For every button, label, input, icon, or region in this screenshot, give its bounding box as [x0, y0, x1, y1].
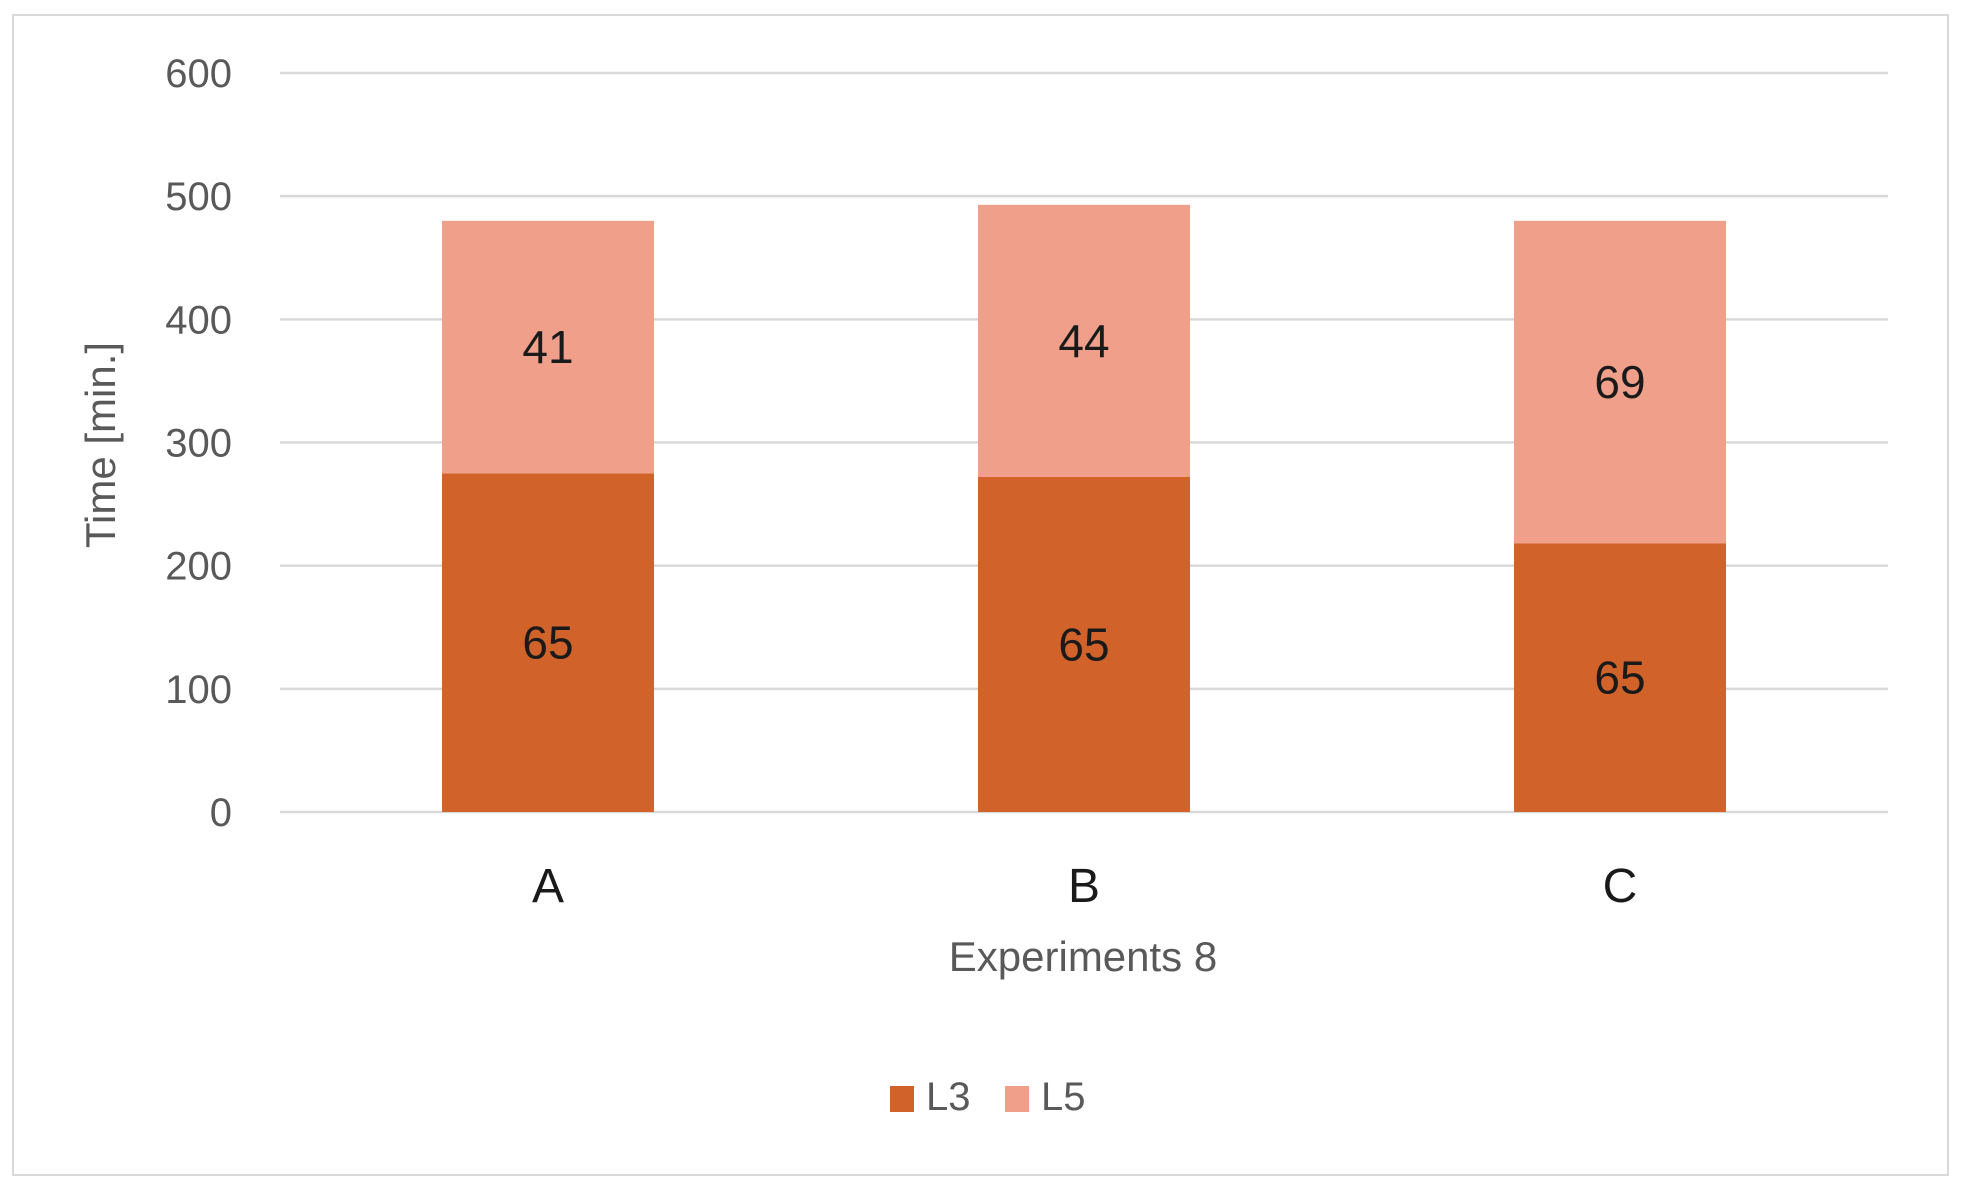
bar-l3-a	[442, 473, 654, 812]
legend-label: L3	[926, 1075, 971, 1119]
x-tick-label: A	[532, 860, 564, 913]
x-tick-label: B	[1068, 860, 1100, 913]
legend: L3 L5	[890, 1075, 1086, 1119]
data-label: 65	[522, 617, 573, 669]
x-tick-label: C	[1603, 860, 1638, 913]
y-axis-ticks: 0 100 200 300 400 500 600	[165, 52, 232, 835]
y-tick-label: 500	[165, 175, 232, 219]
y-tick-label: 300	[165, 422, 232, 466]
y-tick-label: 100	[165, 668, 232, 712]
data-label: 65	[1058, 618, 1109, 670]
bar-l5-b	[978, 204, 1190, 477]
legend-label: L5	[1041, 1075, 1086, 1119]
data-labels: 65 41 65 44 65 69	[522, 315, 1645, 704]
x-axis-title: Experiments 8	[949, 933, 1217, 980]
data-label: 44	[1058, 315, 1109, 367]
data-label: 69	[1594, 356, 1645, 408]
bar-l3-c	[1514, 543, 1726, 812]
y-tick-label: 0	[210, 791, 232, 835]
bar-l3-b	[978, 476, 1190, 812]
legend-swatch-l3	[890, 1086, 914, 1112]
data-label: 65	[1594, 652, 1645, 704]
x-axis-categories: A B C	[532, 860, 1637, 913]
y-tick-label: 200	[165, 545, 232, 589]
data-label: 41	[522, 321, 573, 373]
y-axis-title: Time [min.]	[77, 342, 124, 548]
bars	[442, 204, 1726, 812]
bar-l5-a	[442, 220, 654, 474]
bar-l5-c	[1514, 220, 1726, 544]
y-tick-label: 400	[165, 298, 232, 342]
y-tick-label: 600	[165, 52, 232, 96]
legend-swatch-l5	[1005, 1086, 1029, 1112]
